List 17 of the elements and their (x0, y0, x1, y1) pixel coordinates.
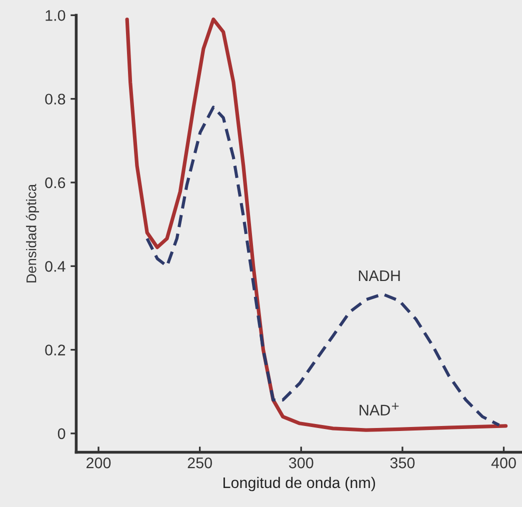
y-axis-title: Densidad óptica (26, 184, 40, 282)
y-tick-label: 0.8 (45, 94, 66, 105)
series-label: NAD$^{+}$ (360, 402, 399, 416)
line-series (146, 106, 501, 427)
y-tick-label: 0.4 (45, 261, 66, 272)
x-tick-label: 300 (288, 458, 314, 468)
x-tick-label: 400 (491, 458, 516, 468)
line-series (125, 18, 508, 432)
y-tick-label: 0 (58, 428, 66, 440)
y-tick-label: 0.2 (45, 344, 66, 356)
x-tick-label: 250 (188, 458, 212, 468)
x-tick-label: 350 (390, 458, 415, 468)
series-label: NADH (358, 270, 400, 281)
y-tick-label: 1.0 (46, 10, 66, 21)
y-tick-label: 0.6 (45, 177, 66, 188)
x-axis-title: Longitud de onda (nm) (224, 476, 376, 492)
x-tick-label: 200 (86, 458, 111, 468)
